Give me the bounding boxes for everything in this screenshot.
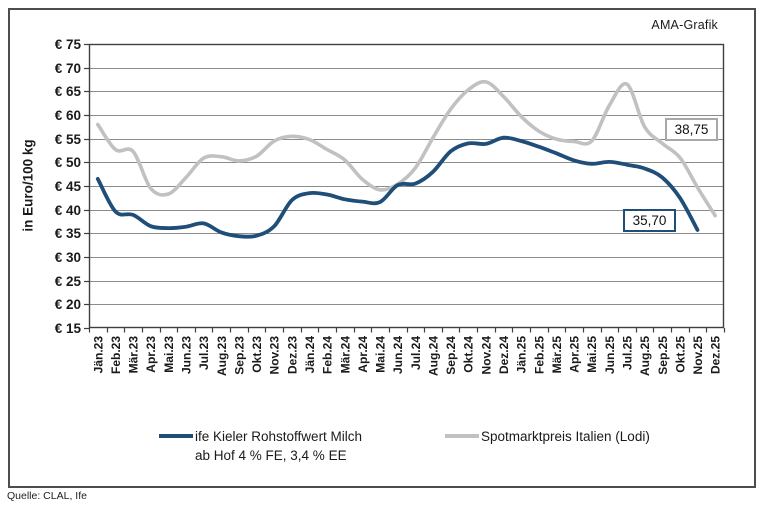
legend-item-spotmarkt: Spotmarktpreis Italien (Lodi) — [445, 427, 650, 446]
gridlines — [89, 68, 724, 305]
ife-line-swatch — [159, 434, 193, 438]
x-tick-label: Apr.23 — [144, 336, 158, 373]
x-tick-label: Mai.24 — [374, 336, 388, 373]
spotmarkt-end-value-label: 38,75 — [665, 118, 718, 141]
y-tick-label: € 40 — [55, 203, 81, 218]
y-tick-label: € 45 — [55, 179, 82, 194]
legend-item-ife: ife Kieler Rohstoffwert Milch ab Hof 4 %… — [159, 427, 362, 465]
x-tick-label: Sep.23 — [232, 336, 246, 375]
x-tick-label: Mär.25 — [550, 336, 564, 374]
x-tick-label: Sep.25 — [656, 336, 670, 375]
series-line-spotmarkt — [96, 79, 717, 218]
x-tick-label: Jul.25 — [620, 336, 634, 370]
y-axis-title: in Euro/100 kg — [20, 139, 36, 232]
y-tick-label: € 35 — [55, 226, 82, 241]
legend-text-ife: ife Kieler Rohstoffwert Milch ab Hof 4 %… — [195, 427, 362, 465]
x-tick-label: Dez.23 — [285, 336, 299, 374]
legend-text-ife-line2: ab Hof 4 % FE, 3,4 % EE — [195, 448, 347, 463]
x-tick-label: Jun.24 — [391, 336, 405, 374]
y-tick-label: € 50 — [55, 155, 81, 170]
x-tick-label: Aug.23 — [215, 336, 229, 376]
y-axis-ticks-and-labels: € 75 € 70 € 65 € 60 € 55 € 50 € 45 € 40 € 35 € 30… — [55, 37, 89, 336]
x-tick-label: Sep.24 — [444, 336, 458, 375]
x-tick-label: Jän.24 — [303, 336, 317, 374]
x-tick-label: Nov.25 — [691, 336, 705, 375]
x-tick-label: Dez.24 — [497, 336, 511, 374]
x-tick-label: Nov.23 — [268, 336, 282, 375]
series-line-ife — [95, 135, 700, 239]
y-tick-label: € 70 — [55, 61, 81, 76]
x-tick-label: Jän.25 — [515, 336, 529, 374]
x-tick-label: Mai.23 — [162, 336, 176, 373]
y-tick-label: € 65 — [55, 84, 82, 99]
x-tick-label: Jul.24 — [409, 336, 423, 370]
plot-border — [88, 43, 725, 329]
x-tick-label: Mai.25 — [585, 336, 599, 373]
x-tick-label: Mär.23 — [127, 336, 141, 374]
legend-text-spotmarkt-line1: Spotmarktpreis Italien (Lodi) — [481, 429, 650, 444]
x-tick-label: Aug.24 — [426, 336, 440, 376]
source-label: Quelle: CLAL, Ife — [7, 490, 87, 502]
x-tick-label: Jän.23 — [91, 336, 105, 374]
spotmarkt-line-swatch — [445, 434, 479, 438]
legend-text-ife-line1: ife Kieler Rohstoffwert Milch — [195, 429, 363, 444]
x-tick-label: Okt.23 — [250, 336, 264, 373]
x-tick-label: Jun.25 — [603, 336, 617, 374]
y-tick-label: € 60 — [55, 108, 81, 123]
x-tick-label: Aug.25 — [638, 336, 652, 376]
y-tick-label: € 25 — [55, 274, 82, 289]
x-tick-label: Nov.24 — [479, 336, 493, 375]
y-tick-label: € 55 — [55, 132, 82, 147]
legend-text-spotmarkt: Spotmarktpreis Italien (Lodi) — [481, 427, 650, 446]
x-axis-ticks-and-labels: Jän.23 Feb.23 Mär.23 Apr.23 Mai.23 Jun.23 Jul.… — [88, 328, 726, 376]
price-line-chart: € 75 € 70 € 65 € 60 € 55 € 50 € 45 € 40 € 35 € 30… — [55, 37, 726, 376]
ama-grafik-label: AMA-Grafik — [651, 18, 718, 32]
y-tick-label: € 20 — [55, 297, 81, 312]
x-tick-label: Okt.24 — [462, 336, 476, 373]
x-tick-label: Feb.24 — [321, 336, 335, 374]
x-tick-label: Feb.25 — [532, 336, 546, 374]
x-tick-label: Apr.24 — [356, 336, 370, 373]
x-tick-label: Dez.25 — [709, 336, 723, 374]
x-tick-label: Mär.24 — [338, 336, 352, 374]
y-tick-label: € 15 — [55, 321, 82, 336]
x-tick-label: Apr.25 — [568, 336, 582, 373]
x-tick-label: Feb.23 — [109, 336, 123, 374]
chart-frame: AMA-Grafik € 75 € 70 € 65 € 60 € 55 € 50 € 45 €… — [8, 8, 756, 488]
x-tick-label: Jun.23 — [180, 336, 194, 374]
x-tick-label: Jul.23 — [197, 336, 211, 370]
ife-end-value-label: 35,70 — [623, 209, 676, 232]
y-tick-label: € 75 — [55, 37, 82, 52]
y-tick-label: € 30 — [55, 250, 81, 265]
x-tick-label: Okt.25 — [673, 336, 687, 373]
